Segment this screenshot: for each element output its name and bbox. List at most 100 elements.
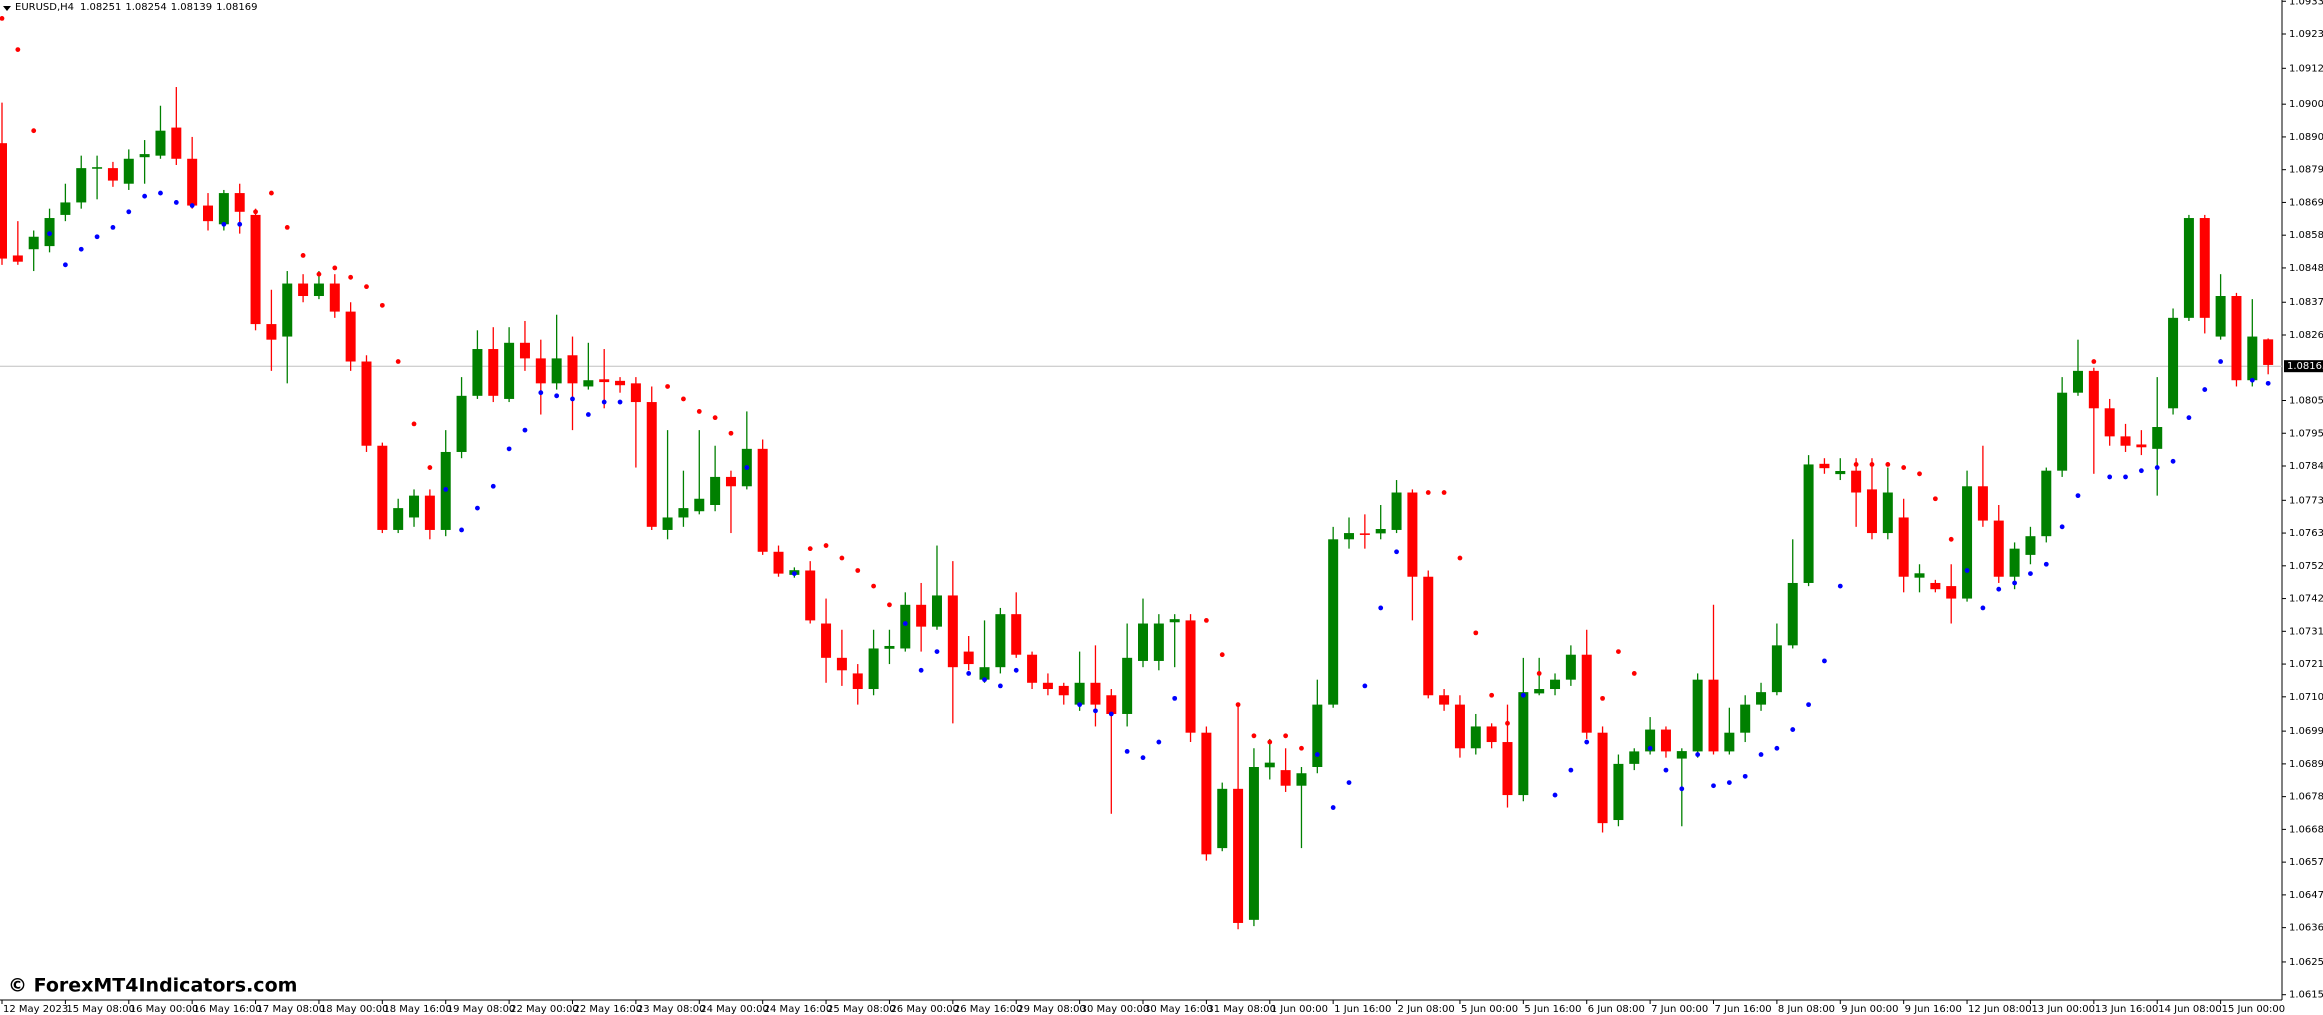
sar-dot bbox=[2043, 561, 2049, 567]
candle-body bbox=[1724, 732, 1735, 752]
sar-dot bbox=[2202, 387, 2208, 392]
sar-dot bbox=[332, 265, 338, 271]
x-tick-label: 5 Jun 00:00 bbox=[1461, 1004, 1518, 1015]
candle-body bbox=[2152, 427, 2163, 449]
candle-body bbox=[203, 205, 214, 222]
sar-dot bbox=[696, 409, 702, 414]
x-tick-label: 5 Jun 16:00 bbox=[1524, 1004, 1581, 1015]
x-tick-label: 13 Jun 16:00 bbox=[2095, 1004, 2159, 1015]
candle-body bbox=[345, 311, 356, 362]
candle-body bbox=[1977, 486, 1988, 521]
candle-body bbox=[1835, 470, 1846, 475]
y-tick-label: 1.07950 bbox=[2289, 428, 2323, 439]
sar-dot bbox=[142, 193, 148, 199]
high-value: 1.08254 bbox=[125, 2, 166, 13]
candle-body bbox=[76, 168, 87, 203]
sar-dot bbox=[728, 430, 734, 436]
sar-dot bbox=[807, 546, 813, 552]
candle-body bbox=[1613, 763, 1624, 821]
menu-arrow bbox=[3, 6, 11, 11]
sar-dot bbox=[1568, 767, 1574, 773]
sar-dot bbox=[2265, 380, 2271, 386]
candle-body bbox=[171, 127, 182, 159]
x-tick-label: 26 May 16:00 bbox=[954, 1004, 1023, 1015]
candle-body bbox=[2136, 444, 2147, 448]
sar-dot bbox=[538, 390, 544, 396]
candle-body bbox=[868, 648, 879, 690]
sar-dot bbox=[997, 683, 1003, 689]
candle-body bbox=[60, 202, 71, 215]
sar-dot bbox=[1251, 733, 1257, 739]
candle-body bbox=[1233, 788, 1244, 923]
sar-dot bbox=[284, 224, 290, 230]
candle-body bbox=[377, 445, 388, 530]
y-tick-label: 1.08480 bbox=[2289, 263, 2323, 274]
candle-body bbox=[1914, 573, 1925, 578]
candle-body bbox=[995, 614, 1006, 668]
candle-body bbox=[646, 402, 657, 527]
candle-body bbox=[1264, 762, 1275, 768]
sar-dot bbox=[1093, 708, 1098, 714]
sar-dot bbox=[1711, 783, 1716, 789]
sar-dot bbox=[1663, 767, 1669, 773]
sar-dot bbox=[855, 568, 861, 573]
candle-body bbox=[1550, 679, 1561, 690]
candle-body bbox=[1502, 742, 1513, 796]
y-tick-label: 1.07630 bbox=[2289, 528, 2323, 539]
sar-dot bbox=[2138, 468, 2144, 474]
candle-body bbox=[1011, 614, 1022, 655]
candle-body bbox=[1946, 586, 1957, 599]
sar-dot bbox=[1758, 752, 1764, 757]
candle-body bbox=[1534, 689, 1545, 694]
candle-body bbox=[519, 342, 530, 359]
candle-body bbox=[504, 342, 515, 399]
candle-body bbox=[1565, 654, 1576, 680]
sar-dot bbox=[0, 16, 5, 21]
x-tick-label: 12 May 2023 bbox=[3, 1004, 68, 1015]
y-tick-label: 1.09335 bbox=[2289, 0, 2323, 7]
y-tick-label: 1.08585 bbox=[2289, 230, 2323, 241]
y-tick-label: 1.06995 bbox=[2289, 726, 2323, 737]
sar-dot bbox=[1853, 462, 1859, 467]
y-tick-label: 1.06575 bbox=[2289, 857, 2323, 868]
sar-dot bbox=[871, 583, 876, 589]
x-tick-label: 15 Jun 00:00 bbox=[2222, 1004, 2286, 1015]
candle-body bbox=[266, 324, 277, 340]
x-tick-label: 17 May 08:00 bbox=[257, 1004, 326, 1015]
sar-dot bbox=[475, 505, 480, 511]
sar-dot bbox=[1061, 689, 1067, 695]
candle-body bbox=[1106, 695, 1117, 714]
candle-body bbox=[488, 349, 499, 396]
sar-dot bbox=[2218, 359, 2224, 364]
candle-body bbox=[1486, 726, 1497, 743]
sar-dot bbox=[966, 671, 972, 676]
y-tick-label: 1.07105 bbox=[2289, 692, 2323, 703]
x-tick-label: 24 May 00:00 bbox=[700, 1004, 769, 1015]
sar-dot bbox=[1932, 496, 1938, 502]
candle-body bbox=[1851, 470, 1862, 493]
candle-body bbox=[2231, 296, 2242, 381]
sar-dot bbox=[1695, 752, 1701, 757]
candle-body bbox=[2215, 296, 2226, 337]
candle-body bbox=[1217, 788, 1228, 849]
x-tick-label: 1 Jun 00:00 bbox=[1271, 1004, 1328, 1015]
candle-body bbox=[12, 255, 23, 262]
candle-body bbox=[1771, 645, 1782, 693]
candle-body bbox=[1819, 463, 1830, 469]
sar-dot bbox=[1489, 692, 1495, 698]
candle-body bbox=[2072, 370, 2083, 393]
candle-body bbox=[1344, 533, 1355, 540]
sar-dot bbox=[1124, 749, 1130, 754]
candle-body bbox=[757, 448, 768, 552]
y-tick-label: 1.06890 bbox=[2289, 759, 2323, 770]
sar-dot bbox=[2107, 474, 2113, 480]
sar-dot bbox=[1410, 543, 1415, 548]
sar-dot bbox=[1616, 649, 1621, 654]
sar-dot bbox=[744, 465, 750, 470]
sar-dot bbox=[1631, 671, 1637, 676]
sar-dot bbox=[934, 649, 940, 654]
candle-body bbox=[1962, 486, 1973, 599]
x-tick-label: 12 Jun 08:00 bbox=[1968, 1004, 2032, 1015]
